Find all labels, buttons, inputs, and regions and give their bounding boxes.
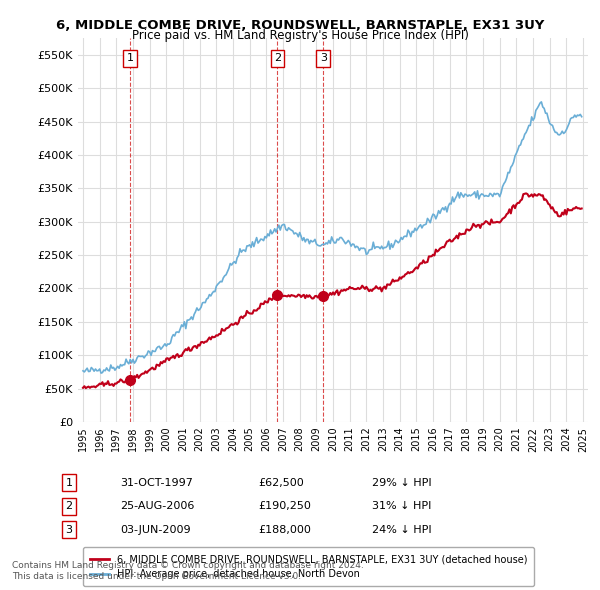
Text: £190,250: £190,250 [258, 502, 311, 511]
Text: 2: 2 [274, 53, 281, 63]
Text: 03-JUN-2009: 03-JUN-2009 [120, 525, 191, 535]
Text: 31% ↓ HPI: 31% ↓ HPI [372, 502, 431, 511]
Text: 1: 1 [127, 53, 134, 63]
Text: Contains HM Land Registry data © Crown copyright and database right 2024.: Contains HM Land Registry data © Crown c… [12, 561, 364, 570]
Text: 31-OCT-1997: 31-OCT-1997 [120, 478, 193, 487]
Text: £62,500: £62,500 [258, 478, 304, 487]
Text: 3: 3 [320, 53, 327, 63]
Text: 6, MIDDLE COMBE DRIVE, ROUNDSWELL, BARNSTAPLE, EX31 3UY: 6, MIDDLE COMBE DRIVE, ROUNDSWELL, BARNS… [56, 19, 544, 32]
Text: 29% ↓ HPI: 29% ↓ HPI [372, 478, 431, 487]
Text: Price paid vs. HM Land Registry's House Price Index (HPI): Price paid vs. HM Land Registry's House … [131, 30, 469, 42]
Text: 25-AUG-2006: 25-AUG-2006 [120, 502, 194, 511]
Text: £188,000: £188,000 [258, 525, 311, 535]
Text: 1: 1 [65, 478, 73, 487]
Text: This data is licensed under the Open Government Licence v3.0.: This data is licensed under the Open Gov… [12, 572, 301, 581]
Legend: 6, MIDDLE COMBE DRIVE, ROUNDSWELL, BARNSTAPLE, EX31 3UY (detached house), HPI: A: 6, MIDDLE COMBE DRIVE, ROUNDSWELL, BARNS… [83, 548, 534, 586]
Text: 24% ↓ HPI: 24% ↓ HPI [372, 525, 431, 535]
Text: 3: 3 [65, 525, 73, 535]
Text: 2: 2 [65, 502, 73, 511]
